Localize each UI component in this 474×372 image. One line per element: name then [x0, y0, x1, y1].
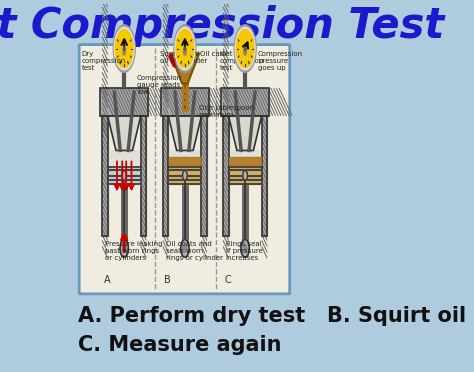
Bar — [163, 116, 168, 237]
Polygon shape — [108, 116, 141, 150]
Polygon shape — [228, 116, 262, 150]
Circle shape — [184, 102, 186, 105]
Text: One tablespoon
maximum: One tablespoon maximum — [199, 105, 254, 118]
Circle shape — [237, 30, 254, 68]
Bar — [201, 116, 207, 237]
Bar — [161, 88, 209, 116]
Circle shape — [122, 244, 126, 252]
Bar — [262, 116, 267, 237]
Bar — [100, 88, 148, 116]
Bar — [102, 116, 108, 237]
Text: C: C — [224, 275, 231, 285]
Circle shape — [184, 95, 186, 98]
Circle shape — [235, 27, 255, 70]
Circle shape — [243, 244, 247, 252]
Bar — [168, 167, 201, 184]
Bar — [221, 88, 269, 116]
Circle shape — [184, 89, 186, 92]
Text: Pressure leaking
past worn rings
or cylinders: Pressure leaking past worn rings or cyli… — [105, 241, 163, 262]
Circle shape — [113, 25, 135, 72]
Circle shape — [114, 27, 134, 70]
Bar — [168, 167, 201, 184]
Circle shape — [123, 46, 125, 51]
Circle shape — [176, 30, 194, 68]
Text: C. Measure again: C. Measure again — [78, 336, 282, 355]
Bar — [262, 116, 267, 237]
Bar — [108, 167, 141, 184]
Bar — [201, 116, 207, 237]
Bar — [223, 116, 228, 237]
Circle shape — [244, 46, 246, 51]
Bar — [221, 88, 269, 116]
Bar — [223, 116, 228, 237]
Circle shape — [181, 240, 189, 257]
Circle shape — [241, 240, 249, 257]
Circle shape — [182, 170, 187, 180]
Text: Oil can: Oil can — [200, 51, 224, 57]
Text: Compression
gauge reads
low: Compression gauge reads low — [137, 75, 182, 95]
Text: Dry
compression
test: Dry compression test — [82, 51, 126, 71]
Circle shape — [115, 30, 133, 68]
Text: A: A — [103, 275, 110, 285]
Text: A. Perform dry test   B. Squirt oil into cylinder: A. Perform dry test B. Squirt oil into c… — [78, 306, 474, 326]
Bar — [168, 150, 201, 167]
Text: Rings seal
if pressure
increases: Rings seal if pressure increases — [226, 241, 263, 262]
Circle shape — [175, 27, 195, 70]
Circle shape — [122, 170, 127, 180]
Bar — [228, 167, 262, 184]
Bar — [229, 157, 261, 164]
Bar — [169, 157, 201, 164]
Circle shape — [244, 49, 246, 55]
Circle shape — [183, 49, 186, 55]
Polygon shape — [171, 54, 199, 83]
Bar — [161, 88, 209, 116]
Bar — [228, 167, 262, 184]
Text: Oil coats and
seals worn
rings or cylinder: Oil coats and seals worn rings or cylind… — [165, 241, 223, 262]
Text: Wet Compression Test: Wet Compression Test — [0, 5, 445, 47]
Circle shape — [123, 49, 126, 55]
Text: B: B — [164, 275, 171, 285]
Bar — [228, 150, 262, 167]
Circle shape — [183, 244, 187, 252]
Bar — [102, 116, 108, 237]
Circle shape — [120, 240, 128, 257]
Text: Wet
compression
test: Wet compression test — [220, 51, 264, 71]
Text: Compression
pressure
goes up: Compression pressure goes up — [258, 51, 303, 71]
Bar — [108, 150, 141, 167]
Polygon shape — [168, 116, 201, 150]
Bar — [141, 116, 146, 237]
Bar — [141, 116, 146, 237]
Circle shape — [234, 25, 256, 72]
Bar — [100, 88, 148, 116]
Bar — [163, 116, 168, 237]
Bar — [108, 167, 141, 184]
Circle shape — [174, 25, 196, 72]
Circle shape — [243, 170, 247, 180]
Text: Squirt 30W
oil in cylinder: Squirt 30W oil in cylinder — [160, 51, 207, 64]
Circle shape — [184, 46, 186, 51]
FancyBboxPatch shape — [79, 45, 290, 294]
